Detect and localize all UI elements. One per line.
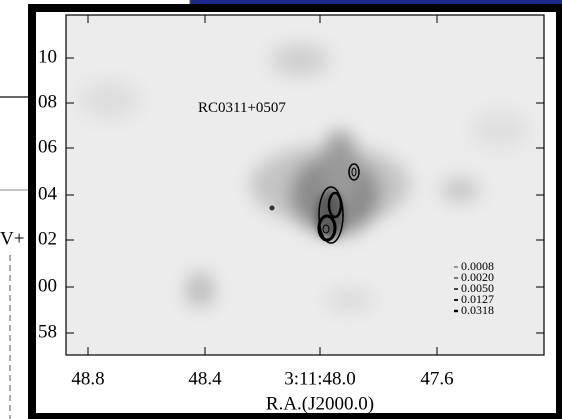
x-tick-label: 48.4 <box>188 368 222 389</box>
y-tick-label: 00 <box>38 275 57 296</box>
y-tick-label: 02 <box>38 228 57 249</box>
x-tick-label: 48.8 <box>71 368 104 389</box>
y-tick-label: 06 <box>38 136 57 157</box>
contour-level: 0.0318 <box>461 303 494 317</box>
page: V+ <box>0 0 562 419</box>
y-tick-label: 10 <box>38 46 57 67</box>
y-tick-label: 08 <box>38 91 57 112</box>
screenshot: V+ <box>0 0 562 419</box>
source-label: RC0311+0507 <box>198 100 286 116</box>
x-tick-label: 3:11:48.0 <box>284 368 356 389</box>
x-tick-label: 47.6 <box>420 368 453 389</box>
left-fragment: V+ <box>0 228 24 249</box>
y-tick-label: 04 <box>38 183 58 204</box>
x-axis-label: R.A.(J2000.0) <box>266 393 374 414</box>
y-tick-label: 58 <box>38 321 57 342</box>
